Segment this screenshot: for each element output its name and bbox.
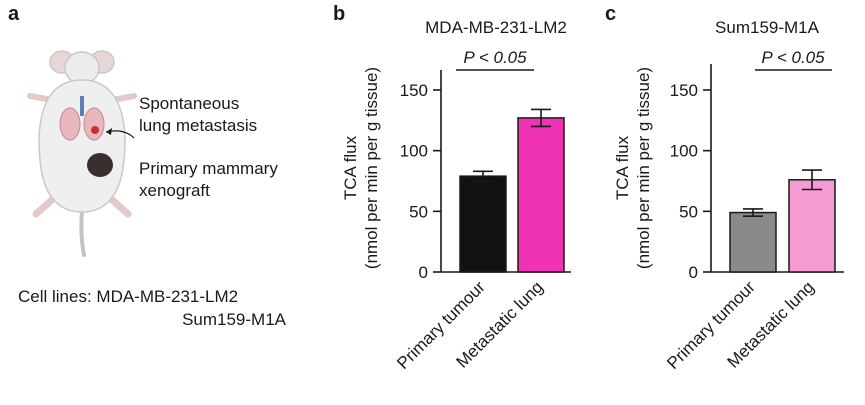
label-metastasis-line1: Spontaneous bbox=[139, 94, 239, 113]
chart-c-tick-label: 0 bbox=[689, 263, 698, 282]
chart-b-bar-metastatic bbox=[517, 117, 565, 273]
chart-c-tick-label: 50 bbox=[679, 202, 698, 221]
chart-b-ticks: 0 50 100 150 bbox=[400, 81, 441, 282]
chart-b-tick-label: 0 bbox=[419, 263, 428, 282]
chart-b-tick-label: 150 bbox=[400, 81, 428, 100]
chart-c-bar-primary bbox=[729, 211, 777, 273]
chart-c-tick-label: 100 bbox=[670, 142, 698, 161]
chart-b-errorbar-primary bbox=[473, 170, 493, 182]
label-primary-line2: xenograft bbox=[139, 181, 210, 200]
label-primary-line1: Primary mammary bbox=[139, 159, 278, 178]
metastasis-arrowhead bbox=[106, 128, 112, 135]
cell-lines-line1: Cell lines: MDA-MB-231-LM2 bbox=[18, 287, 238, 306]
panel-c-letter: c bbox=[605, 3, 616, 25]
chart-c-title: Sum159-M1A bbox=[715, 18, 820, 37]
chart-b-ylabel2: (nmol per min per g tissue) bbox=[362, 67, 381, 269]
panel-a: a Spontan bbox=[8, 3, 287, 329]
label-metastasis-line2: lung metastasis bbox=[139, 116, 257, 135]
panel-b: b MDA-MB-231-LM2 TCA flux (nmol per min … bbox=[333, 3, 571, 373]
chart-c-ylabel2: (nmol per min per g tissue) bbox=[634, 67, 653, 269]
panel-c: c Sum159-M1A TCA flux (nmol per min per … bbox=[605, 3, 844, 373]
cell-lines-line2: Sum159-M1A bbox=[182, 310, 287, 329]
chart-c-ticks: 0 50 100 150 bbox=[670, 81, 711, 282]
panel-a-letter: a bbox=[8, 3, 20, 25]
chart-c-errorbar-metastatic bbox=[802, 169, 822, 191]
chart-b-errorbar-metastatic bbox=[531, 108, 551, 128]
chart-c-errorbar-primary bbox=[743, 208, 763, 217]
chart-b-tick-label: 50 bbox=[409, 202, 428, 221]
chart-b-ylabel: TCA flux bbox=[341, 135, 360, 200]
chart-b-tick-label: 100 bbox=[400, 142, 428, 161]
panel-b-letter: b bbox=[333, 3, 345, 25]
chart-b-bar-primary bbox=[459, 175, 507, 273]
chart-b-significance-label: P < 0.05 bbox=[463, 48, 527, 67]
chart-c-ylabel: TCA flux bbox=[613, 135, 632, 200]
mouse-illustration bbox=[27, 50, 137, 257]
chart-c-bar-metastatic bbox=[788, 179, 836, 273]
chart-b-title: MDA-MB-231-LM2 bbox=[425, 18, 567, 37]
chart-c-tick-label: 150 bbox=[670, 81, 698, 100]
chart-c-significance-label: P < 0.05 bbox=[761, 48, 825, 67]
